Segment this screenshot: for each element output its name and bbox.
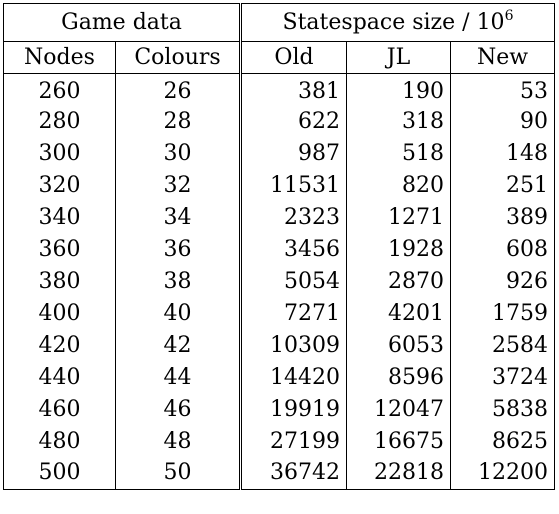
cell-nodes: 340 — [3, 201, 116, 234]
table-row: 260 26 381 190 53 — [3, 73, 555, 106]
cell-new: 389 — [450, 201, 555, 234]
cell-new: 2584 — [450, 329, 555, 362]
table-row: 340 34 2323 1271 389 — [3, 201, 555, 234]
table-row: 400 40 7271 4201 1759 — [3, 297, 555, 330]
cell-nodes: 380 — [3, 265, 116, 298]
cell-nodes: 420 — [3, 329, 116, 362]
cell-nodes: 300 — [3, 137, 116, 170]
cell-old: 36742 — [240, 457, 347, 490]
cell-jl: 6053 — [346, 329, 451, 362]
column-header-jl: JL — [346, 41, 451, 74]
cell-new: 12200 — [450, 457, 555, 490]
game-data-header: Game data — [3, 3, 242, 42]
cell-nodes: 460 — [3, 393, 116, 426]
cell-colours: 44 — [115, 361, 242, 394]
table-row: 480 48 27199 16675 8625 — [3, 425, 555, 458]
cell-new: 5838 — [450, 393, 555, 426]
cell-old: 19919 — [240, 393, 347, 426]
cell-jl: 190 — [346, 73, 451, 106]
cell-jl: 22818 — [346, 457, 451, 490]
cell-new: 1759 — [450, 297, 555, 330]
cell-colours: 50 — [115, 457, 242, 490]
cell-colours: 36 — [115, 233, 242, 266]
cell-nodes: 480 — [3, 425, 116, 458]
column-header-colours: Colours — [115, 41, 242, 74]
cell-nodes: 360 — [3, 233, 116, 266]
cell-old: 622 — [240, 105, 347, 138]
cell-jl: 318 — [346, 105, 451, 138]
column-header-nodes: Nodes — [3, 41, 116, 74]
cell-jl: 820 — [346, 169, 451, 202]
cell-new: 926 — [450, 265, 555, 298]
cell-colours: 32 — [115, 169, 242, 202]
table-row: 320 32 11531 820 251 — [3, 169, 555, 202]
cell-new: 90 — [450, 105, 555, 138]
cell-new: 8625 — [450, 425, 555, 458]
cell-old: 27199 — [240, 425, 347, 458]
statespace-header: Statespace size / 106 — [240, 3, 555, 42]
cell-jl: 2870 — [346, 265, 451, 298]
cell-colours: 40 — [115, 297, 242, 330]
table-container: Game data Statespace size / 106 Nodes Co… — [3, 3, 555, 490]
cell-colours: 26 — [115, 73, 242, 106]
cell-colours: 28 — [115, 105, 242, 138]
table-row: 460 46 19919 12047 5838 — [3, 393, 555, 426]
cell-colours: 34 — [115, 201, 242, 234]
table-row: 280 28 622 318 90 — [3, 105, 555, 138]
cell-nodes: 260 — [3, 73, 116, 106]
cell-old: 10309 — [240, 329, 347, 362]
cell-old: 987 — [240, 137, 347, 170]
cell-jl: 16675 — [346, 425, 451, 458]
cell-old: 11531 — [240, 169, 347, 202]
group-header-row: Game data Statespace size / 106 — [3, 3, 555, 42]
cell-jl: 8596 — [346, 361, 451, 394]
table-row: 360 36 3456 1928 608 — [3, 233, 555, 266]
cell-old: 7271 — [240, 297, 347, 330]
cell-colours: 42 — [115, 329, 242, 362]
cell-jl: 518 — [346, 137, 451, 170]
column-header-old: Old — [240, 41, 347, 74]
table-row: 300 30 987 518 148 — [3, 137, 555, 170]
cell-nodes: 400 — [3, 297, 116, 330]
statespace-table: Game data Statespace size / 106 Nodes Co… — [3, 3, 555, 490]
cell-nodes: 500 — [3, 457, 116, 490]
cell-jl: 4201 — [346, 297, 451, 330]
statespace-header-text: Statespace size / 10 — [282, 9, 505, 35]
cell-colours: 48 — [115, 425, 242, 458]
cell-new: 3724 — [450, 361, 555, 394]
table-row: 500 50 36742 22818 12200 — [3, 457, 555, 490]
cell-old: 2323 — [240, 201, 347, 234]
cell-colours: 46 — [115, 393, 242, 426]
game-data-header-text: Game data — [61, 9, 182, 35]
table-row: 420 42 10309 6053 2584 — [3, 329, 555, 362]
cell-old: 381 — [240, 73, 347, 106]
cell-old: 3456 — [240, 233, 347, 266]
cell-colours: 30 — [115, 137, 242, 170]
cell-new: 148 — [450, 137, 555, 170]
cell-jl: 1271 — [346, 201, 451, 234]
cell-old: 14420 — [240, 361, 347, 394]
table-row: 440 44 14420 8596 3724 — [3, 361, 555, 394]
column-header-row: Nodes Colours Old JL New — [3, 41, 555, 74]
cell-new: 53 — [450, 73, 555, 106]
cell-new: 251 — [450, 169, 555, 202]
cell-nodes: 320 — [3, 169, 116, 202]
statespace-header-exponent: 6 — [504, 7, 514, 24]
column-header-new: New — [450, 41, 555, 74]
cell-new: 608 — [450, 233, 555, 266]
cell-jl: 12047 — [346, 393, 451, 426]
cell-colours: 38 — [115, 265, 242, 298]
table-row: 380 38 5054 2870 926 — [3, 265, 555, 298]
cell-nodes: 440 — [3, 361, 116, 394]
cell-nodes: 280 — [3, 105, 116, 138]
cell-old: 5054 — [240, 265, 347, 298]
cell-jl: 1928 — [346, 233, 451, 266]
